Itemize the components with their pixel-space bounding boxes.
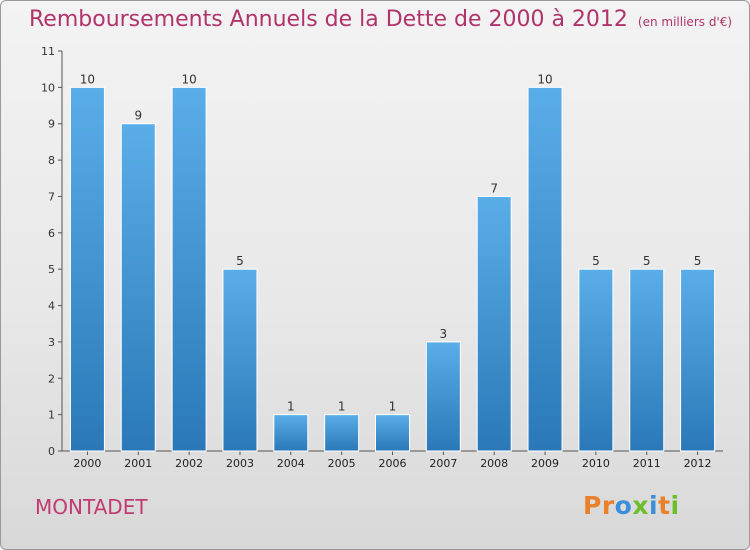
x-tick-label-2003: 2003 bbox=[226, 457, 254, 470]
data-label-2000: 10 bbox=[80, 72, 95, 86]
bar-2000 bbox=[69, 86, 105, 452]
data-label-2007: 3 bbox=[440, 327, 448, 341]
y-tick-label: 5 bbox=[48, 263, 55, 276]
x-tick-label-2007: 2007 bbox=[429, 457, 457, 470]
data-label-2010: 5 bbox=[592, 254, 600, 268]
logo-letter: P bbox=[583, 491, 602, 520]
logo-letter: t bbox=[658, 491, 671, 520]
y-tick-label: 11 bbox=[41, 45, 55, 58]
x-tick-label-2004: 2004 bbox=[277, 457, 305, 470]
x-tick-label-2008: 2008 bbox=[480, 457, 508, 470]
logo-letter: r bbox=[601, 491, 615, 520]
bar-2007 bbox=[425, 341, 461, 452]
y-tick-label: 2 bbox=[48, 372, 55, 385]
y-tick-label: 7 bbox=[48, 190, 55, 203]
x-tick-label-2002: 2002 bbox=[175, 457, 203, 470]
data-label-2008: 7 bbox=[490, 181, 498, 195]
bar-2002 bbox=[171, 86, 207, 452]
y-tick-label: 4 bbox=[48, 300, 55, 313]
commune-name: MONTADET bbox=[35, 495, 148, 519]
data-label-2001: 9 bbox=[134, 109, 142, 123]
logo-letter: x bbox=[632, 491, 649, 520]
bar-2003 bbox=[222, 268, 258, 452]
x-tick-label-2000: 2000 bbox=[73, 457, 101, 470]
bar-2011 bbox=[629, 268, 665, 452]
y-tick-label: 10 bbox=[41, 81, 55, 94]
labels: 10 2000 9 2001 10 2002 5 2003 1 2004 1 2005 1 2006 3 20… bbox=[73, 72, 711, 470]
x-tick-label-2010: 2010 bbox=[582, 457, 610, 470]
y-tick-label: 3 bbox=[48, 336, 55, 349]
logo-letter: i bbox=[670, 491, 680, 520]
data-label-2003: 5 bbox=[236, 254, 244, 268]
bar-2005 bbox=[324, 414, 360, 452]
bar-2009 bbox=[527, 86, 563, 452]
y-tick-label: 9 bbox=[48, 118, 55, 131]
bar-2004 bbox=[273, 414, 309, 452]
data-label-2005: 1 bbox=[338, 400, 346, 414]
chart-title: Remboursements Annuels de la Dette de 20… bbox=[29, 7, 732, 32]
y-tick-label: 0 bbox=[48, 445, 55, 458]
y-tick-label: 1 bbox=[48, 409, 55, 422]
data-label-2011: 5 bbox=[643, 254, 651, 268]
x-tick-label-2012: 2012 bbox=[684, 457, 712, 470]
bar-2008 bbox=[476, 195, 512, 452]
chart-title-text: Remboursements Annuels de la Dette de 20… bbox=[29, 7, 628, 32]
x-tick-label-2011: 2011 bbox=[633, 457, 661, 470]
data-label-2004: 1 bbox=[287, 400, 295, 414]
data-label-2012: 5 bbox=[694, 254, 702, 268]
logo-letter: o bbox=[614, 491, 633, 520]
y-tick-label: 8 bbox=[48, 154, 55, 167]
chart-subtitle: (en milliers d'€) bbox=[637, 15, 733, 29]
x-tick-label-2001: 2001 bbox=[124, 457, 152, 470]
data-label-2002: 10 bbox=[181, 72, 196, 86]
data-label-2009: 10 bbox=[537, 72, 552, 86]
bar-2010 bbox=[578, 268, 614, 452]
bar-2012 bbox=[680, 268, 716, 452]
proxiti-logo: Proxiti bbox=[583, 491, 680, 520]
logo-letter: i bbox=[649, 491, 659, 520]
data-label-2006: 1 bbox=[389, 400, 397, 414]
bar-2001 bbox=[120, 123, 156, 452]
x-tick-label-2006: 2006 bbox=[379, 457, 407, 470]
bars bbox=[69, 86, 716, 452]
bar-2006 bbox=[375, 414, 410, 452]
y-tick-label: 6 bbox=[48, 227, 55, 240]
x-tick-label-2009: 2009 bbox=[531, 457, 559, 470]
x-tick-label-2005: 2005 bbox=[328, 457, 356, 470]
